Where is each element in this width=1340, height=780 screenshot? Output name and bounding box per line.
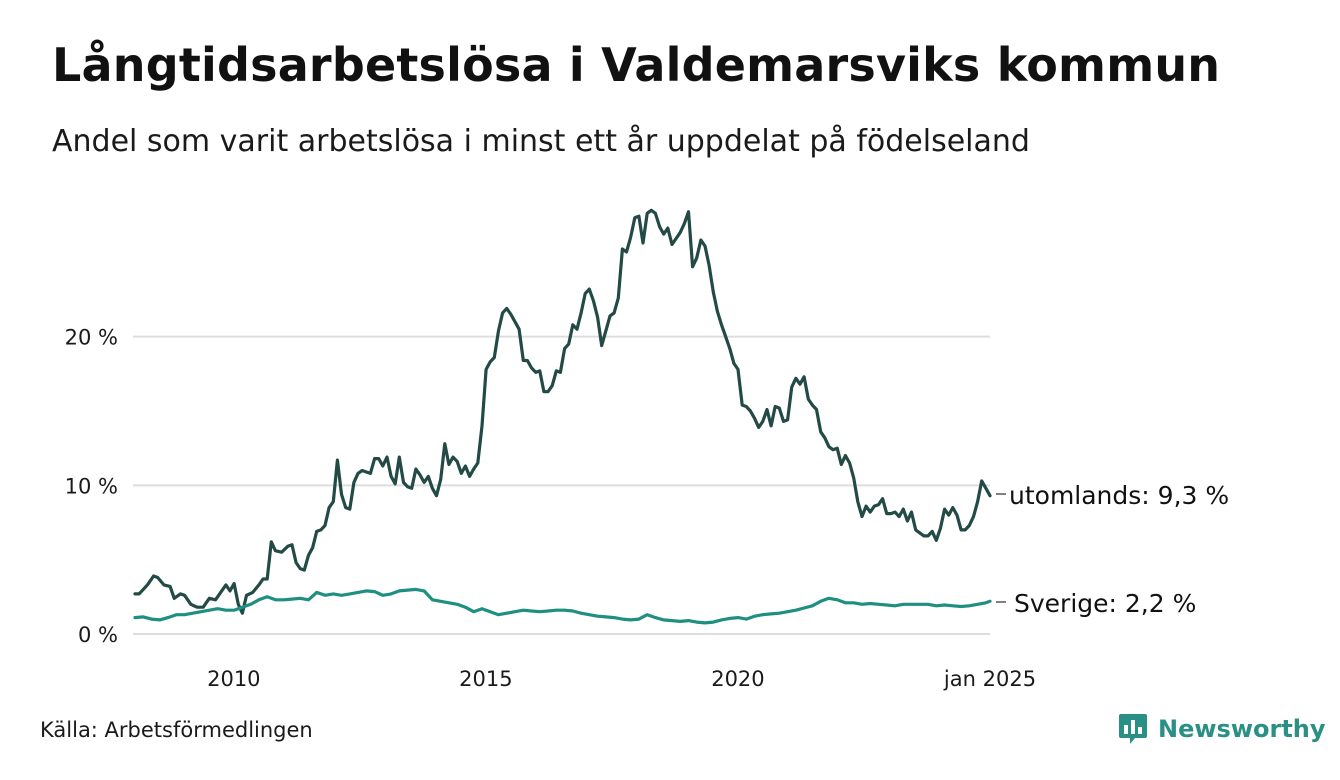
source-credit: Källa: Arbetsförmedlingen bbox=[40, 718, 313, 742]
newsworthy-bar-chart-logo-icon bbox=[1119, 714, 1147, 744]
series-line-sverige bbox=[133, 587, 992, 625]
series-lines bbox=[133, 208, 992, 625]
series-end-label-sverige: Sverige: 2,2 % bbox=[1014, 589, 1196, 618]
y-tick-label: 0 % bbox=[78, 623, 118, 647]
series-line-utomlands bbox=[133, 208, 992, 615]
chart-title: Långtidsarbetslösa i Valdemarsviks kommu… bbox=[52, 38, 1221, 92]
x-tick-label: 2015 bbox=[459, 667, 512, 691]
series-end-label-utomlands: utomlands: 9,3 % bbox=[1009, 481, 1229, 510]
series-end-labels: utomlands: 9,3 % Sverige: 2,2 % bbox=[996, 481, 1229, 618]
x-tick-label: 2020 bbox=[711, 667, 764, 691]
x-tick-label: 2010 bbox=[207, 667, 260, 691]
x-axis: 2010 2015 2020 jan 2025 bbox=[207, 667, 1036, 691]
brand-name: Newsworthy bbox=[1158, 715, 1326, 743]
y-axis: 0 % 10 % 20 % bbox=[65, 326, 118, 647]
y-tick-label: 10 % bbox=[65, 474, 118, 498]
brand-logo[interactable]: Newsworthy bbox=[1118, 712, 1326, 746]
gridlines bbox=[133, 335, 990, 635]
chart-subtitle: Andel som varit arbetslösa i minst ett å… bbox=[52, 124, 1030, 159]
y-tick-label: 20 % bbox=[65, 326, 118, 350]
x-tick-label: jan 2025 bbox=[943, 667, 1036, 691]
